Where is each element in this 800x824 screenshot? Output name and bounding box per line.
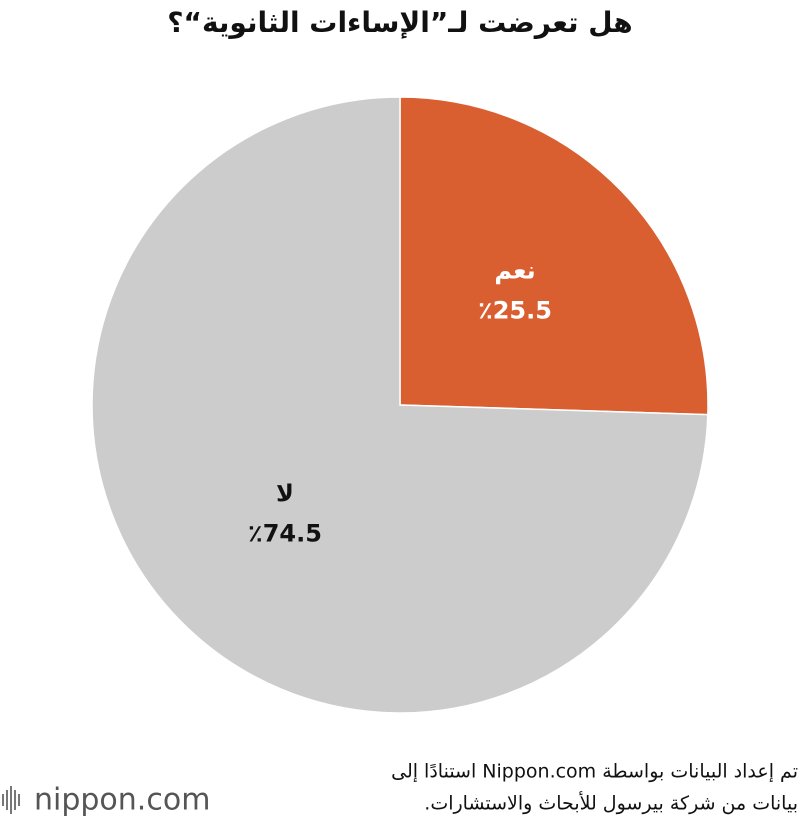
source-line: تم إعداد البيانات بواسطة Nippon.com استن… xyxy=(391,761,798,784)
slice-label: نعم xyxy=(494,257,535,285)
value-label: ٪74.5 xyxy=(248,519,322,547)
pie-slice xyxy=(91,96,709,714)
chart-title: هل تعرضت لـ”الإساءات الثانوية“؟ xyxy=(167,6,632,39)
pie-slice xyxy=(399,96,709,416)
source-line: بيانات من شركة بيرسول للأبحاث والاستشارا… xyxy=(424,792,798,815)
value-label: ٪25.5 xyxy=(478,297,552,325)
pie: نعم ٪25.5 لا ٪74.5 xyxy=(91,96,709,714)
slice-label: لا xyxy=(276,479,294,507)
logo: nippon.com xyxy=(34,783,210,818)
logo-icon xyxy=(2,786,20,814)
